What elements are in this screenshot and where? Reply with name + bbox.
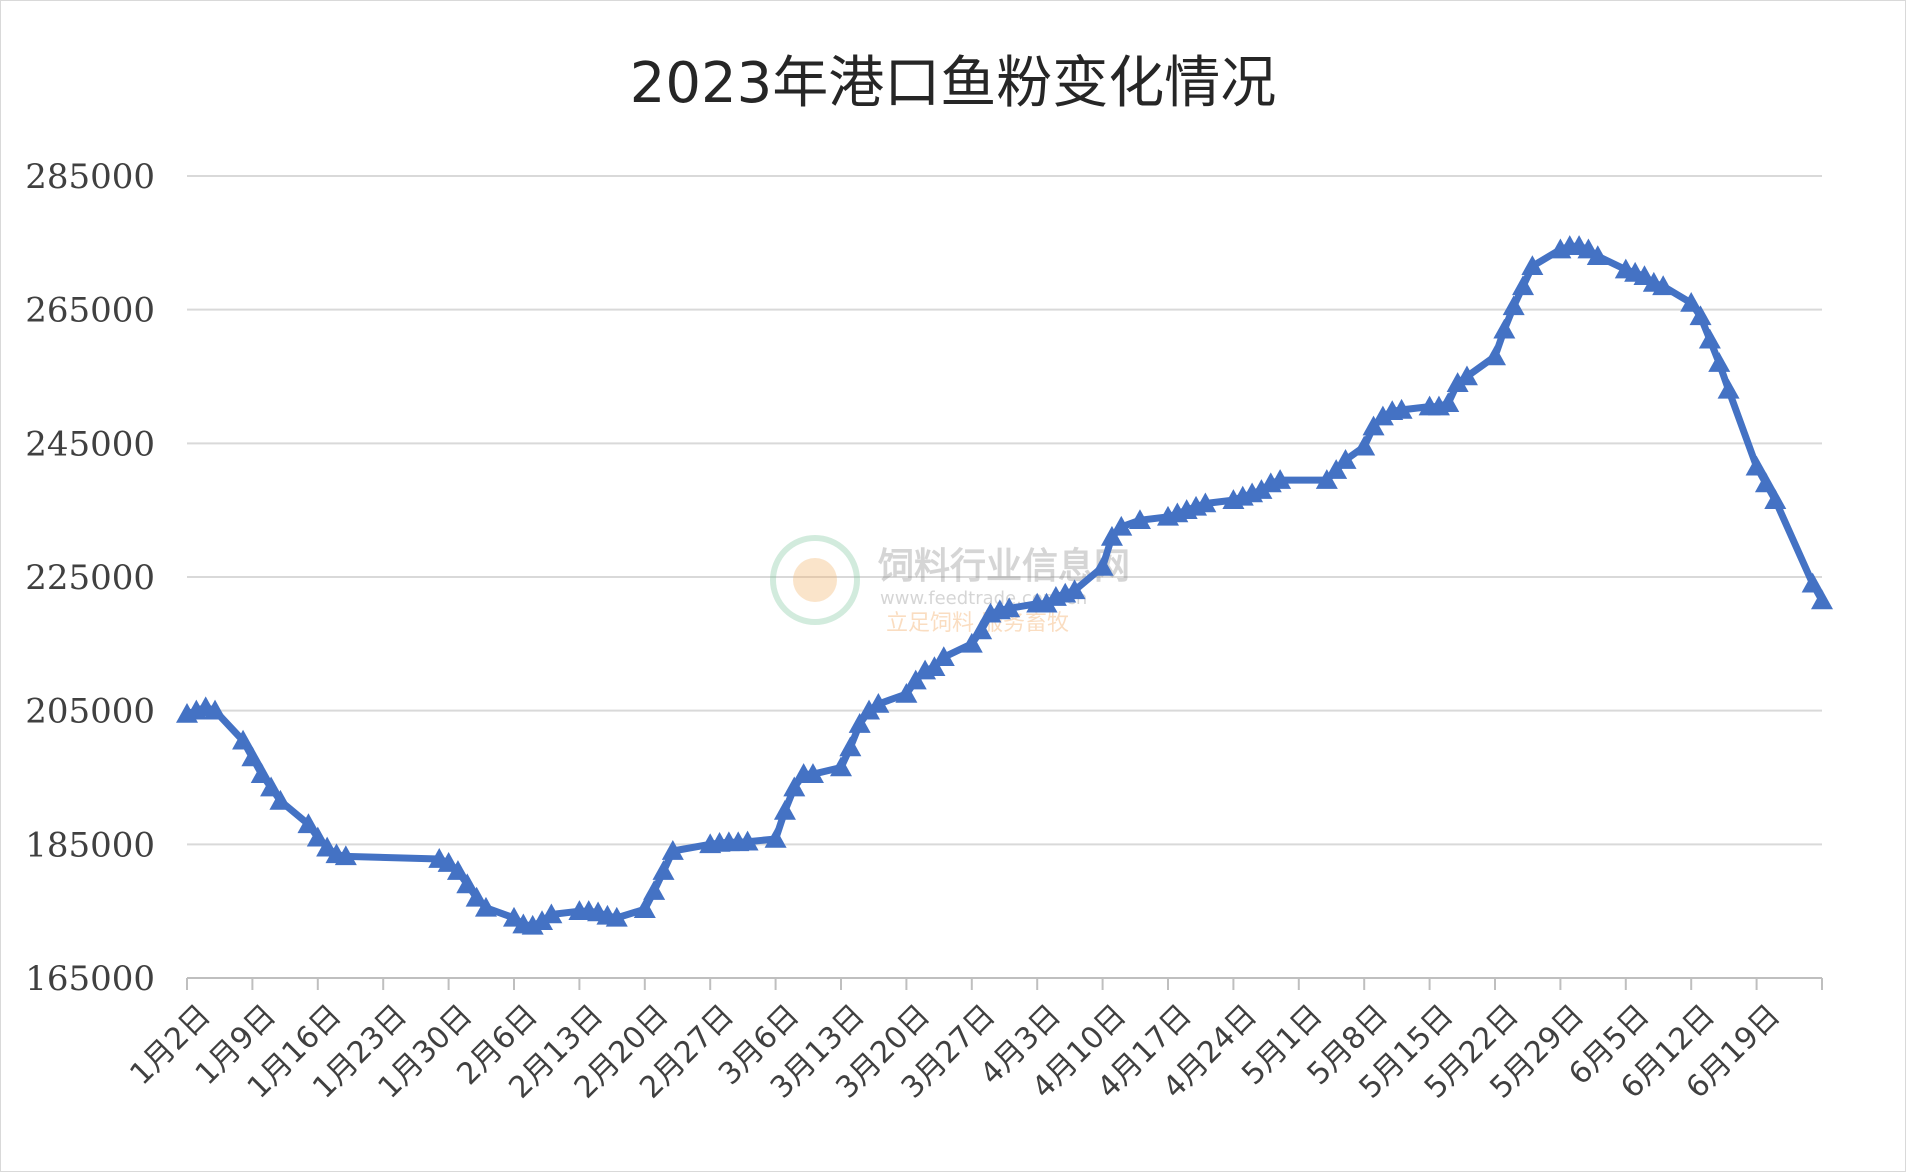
data-point-marker — [241, 746, 264, 767]
data-point-marker — [643, 880, 666, 900]
y-axis-ticks: 165000 185000 205000 225000 245000 265000 2850… — [25, 157, 155, 999]
data-point-marker — [801, 763, 824, 783]
data-point-marker — [764, 827, 787, 848]
data-point-marker — [1811, 589, 1833, 610]
data-point-marker — [204, 699, 227, 720]
data-point-marker — [1446, 372, 1469, 392]
data-point-marker — [306, 826, 329, 847]
data-point-marker — [923, 656, 946, 677]
chart-title: 2023年港口鱼粉变化情况 — [629, 51, 1277, 116]
data-point-marker — [1708, 352, 1731, 372]
data-point-marker — [1437, 392, 1460, 413]
y-tick-label: 205000 — [25, 692, 155, 732]
data-point-marker — [1698, 328, 1721, 349]
data-point-marker — [250, 763, 273, 783]
data-point-marker — [1493, 318, 1516, 339]
data-point-marker — [1455, 365, 1478, 386]
data-point-marker — [998, 597, 1021, 618]
data-point-marker — [773, 799, 796, 820]
data-point-marker — [970, 619, 993, 640]
data-point-marker — [269, 789, 292, 810]
data-point-marker — [1764, 489, 1787, 509]
watermark-book-icon — [793, 558, 837, 602]
y-tick-label: 225000 — [25, 558, 155, 598]
data-point-marker — [1362, 415, 1385, 436]
data-point-marker — [904, 669, 927, 690]
data-point-marker — [456, 873, 479, 894]
data-point-marker — [1100, 525, 1123, 546]
data-point-marker — [1269, 469, 1292, 489]
watermark-name: 饲料行业信息网 — [878, 546, 1130, 587]
data-point-marker — [297, 813, 320, 834]
data-point-marker — [334, 845, 357, 866]
data-point-marker — [1754, 472, 1777, 493]
data-point-marker — [1717, 378, 1740, 399]
data-point-marker — [1063, 579, 1086, 600]
data-point-marker — [839, 736, 862, 757]
data-point-marker — [465, 886, 488, 907]
y-tick-label: 245000 — [25, 424, 155, 464]
gridlines — [187, 175, 1822, 846]
data-point-marker — [1035, 592, 1058, 613]
data-point-marker — [633, 898, 656, 918]
data-point-marker — [1689, 305, 1712, 326]
data-point-marker — [932, 646, 955, 666]
data-point-marker — [960, 632, 983, 653]
y-tick-label: 185000 — [25, 825, 155, 865]
data-point-marker — [1371, 405, 1394, 426]
y-tick-label: 285000 — [25, 157, 155, 197]
data-point-marker — [1586, 245, 1609, 265]
data-point-marker — [1091, 555, 1114, 576]
data-point-marker — [474, 896, 497, 917]
data-point-marker — [661, 840, 684, 860]
data-point-marker — [540, 903, 563, 924]
data-point-marker — [437, 852, 460, 872]
data-point-marker — [1315, 469, 1338, 489]
data-point-marker — [1512, 275, 1535, 296]
data-point-marker — [446, 860, 469, 880]
data-point-marker — [1250, 479, 1273, 499]
watermark-logo-icon — [770, 535, 860, 625]
data-point-marker — [605, 906, 628, 927]
data-point-marker — [1521, 255, 1544, 276]
data-point-marker — [1390, 398, 1413, 419]
data-point-marker — [867, 692, 890, 713]
data-point-marker — [1652, 275, 1675, 296]
data-point-marker — [1484, 345, 1506, 366]
data-point-marker — [848, 713, 871, 733]
data-point-marker — [736, 830, 759, 851]
data-point-marker — [232, 729, 255, 750]
data-point-marker — [830, 756, 852, 777]
data-point-marker — [531, 910, 554, 930]
data-point-marker — [1745, 455, 1768, 476]
data-point-marker — [1801, 572, 1824, 593]
data-point-marker — [1194, 492, 1217, 513]
x-axis: 1月2日1月9日1月16日1月23日1月30日2月6日2月13日2月20日2月2… — [123, 977, 1823, 1106]
y-tick-label: 165000 — [25, 959, 155, 999]
y-tick-label: 265000 — [25, 291, 155, 331]
series-markers — [176, 235, 1833, 935]
data-point-marker — [1334, 449, 1357, 469]
data-point-marker — [652, 860, 675, 880]
data-point-marker — [1128, 509, 1151, 529]
data-point-marker — [858, 699, 881, 720]
data-point-marker — [1502, 295, 1525, 316]
data-point-marker — [1353, 435, 1376, 456]
data-point-marker — [1110, 515, 1133, 536]
data-point-marker — [783, 776, 806, 797]
data-point-marker — [1325, 459, 1348, 479]
data-point-marker — [1680, 291, 1703, 312]
data-point-marker — [260, 776, 283, 797]
data-point-marker — [895, 682, 918, 703]
